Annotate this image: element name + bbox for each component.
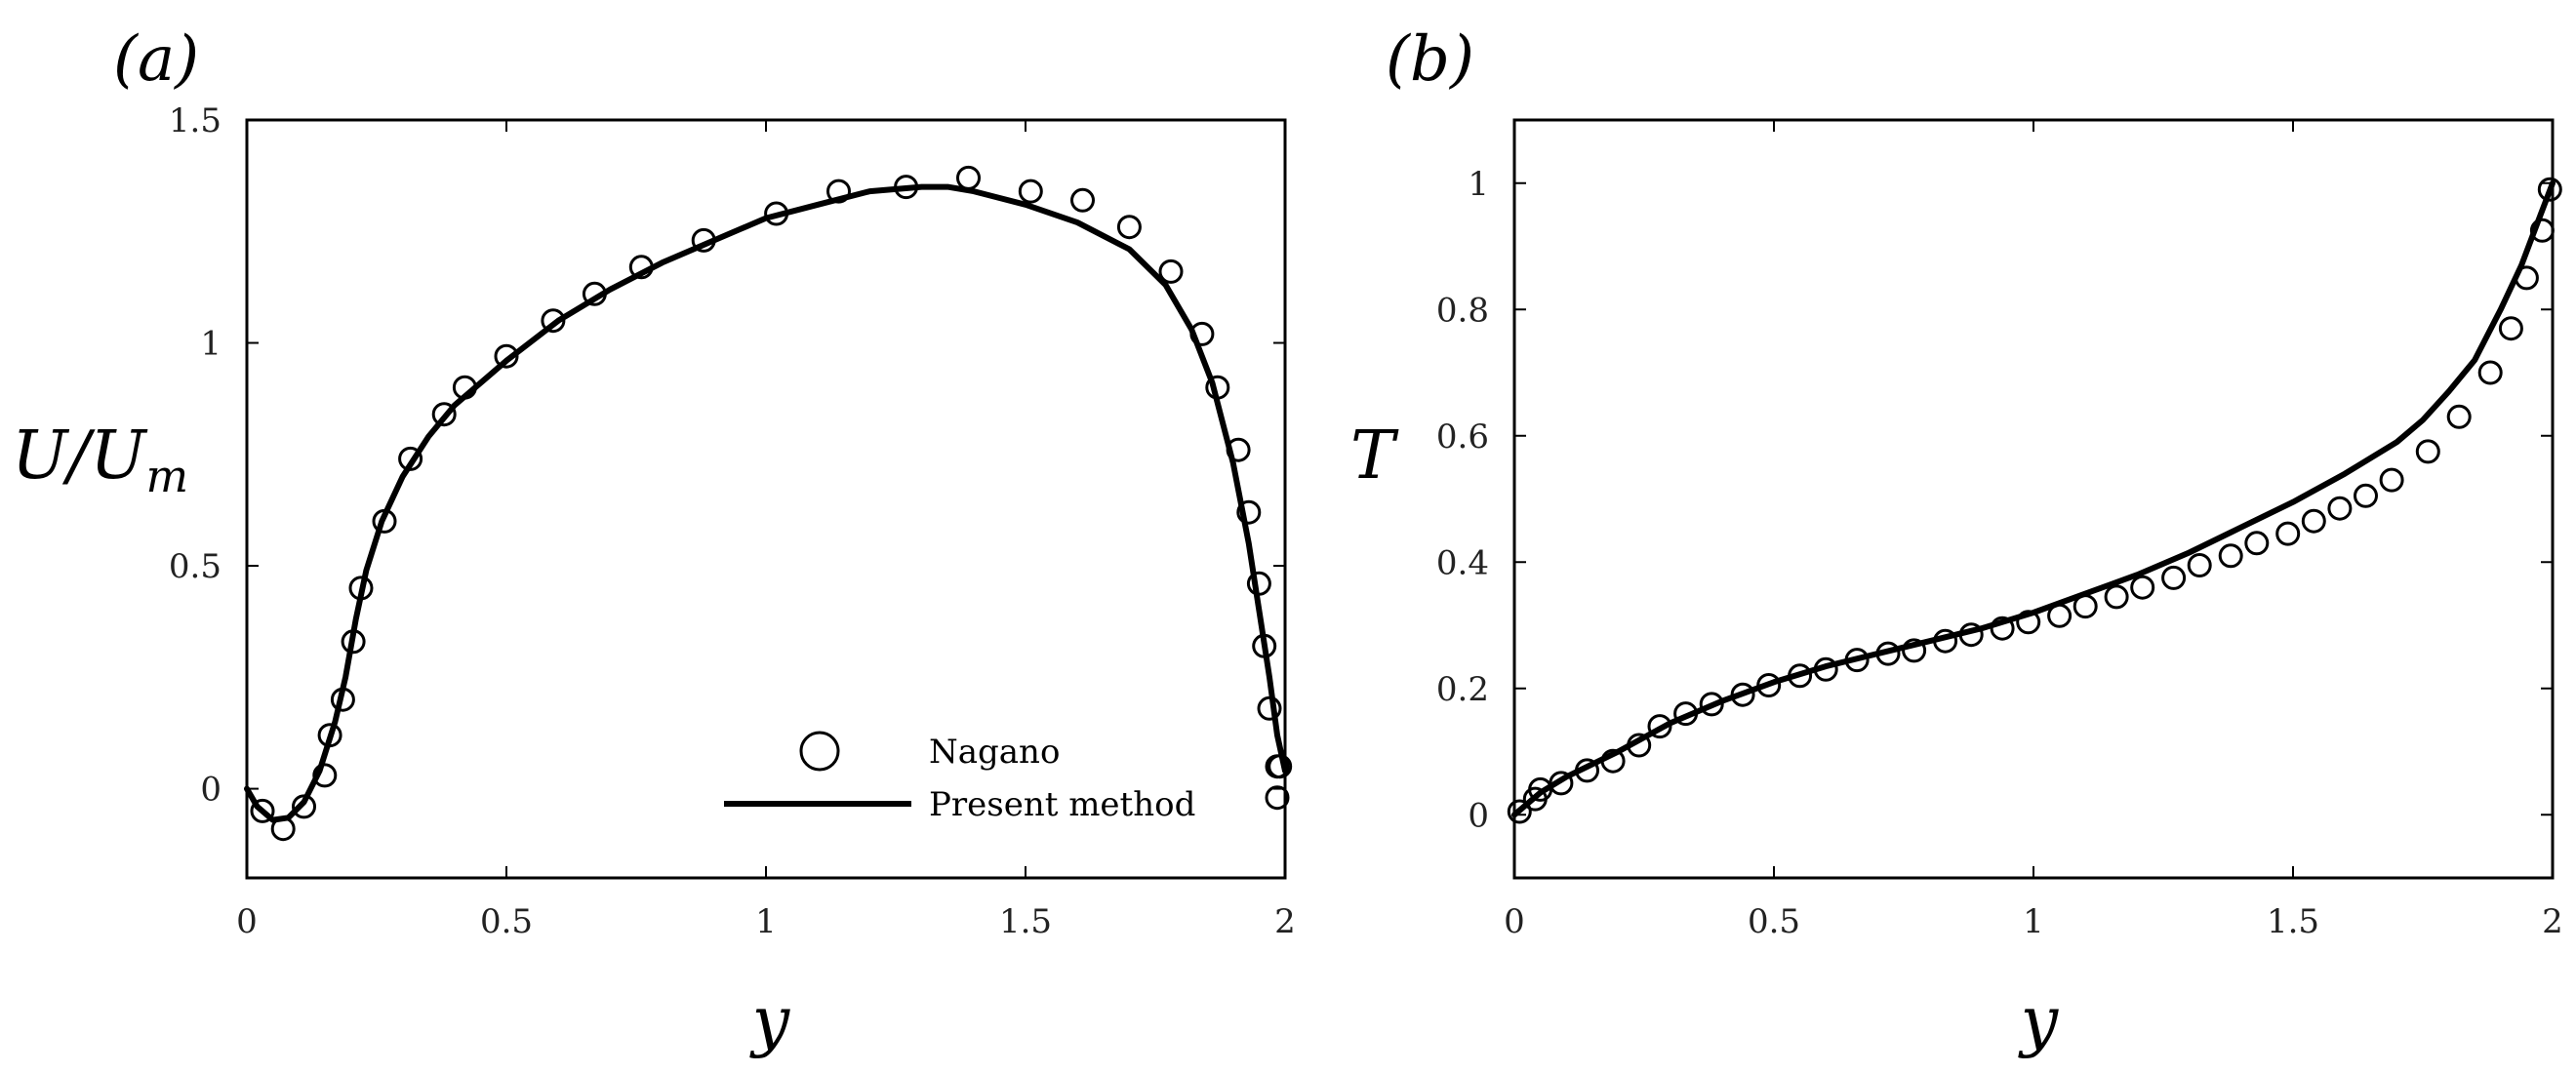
panel-b-ytick-label: 0.6 [1436,417,1489,457]
panel-a-marks [244,165,1293,842]
panel-a: (a) 0 0.5 1 1.5 2 0 0.5 1 1.5 y U/Um Nagano Pre… [12,23,1296,1060]
panel-a-data-point-nagano [1236,499,1262,525]
panel-b-xtick-label: 1 [2023,902,2044,941]
panel-a-xtick-label: 1 [755,902,777,941]
panel-a-ytick-label: 0 [200,771,221,810]
panel-a-x-ticks: 0 0.5 1 1.5 2 [236,120,1296,941]
panel-b-data-point-nagano [2415,439,2440,464]
panel-a-label: (a) [113,23,199,96]
panel-b-data-point-nagano [2354,483,2378,508]
panel-b-data-point-nagano [2498,316,2523,341]
legend-nagano-marker [799,731,840,772]
panel-b-xtick-label: 2 [2542,902,2563,941]
panel-b-data-point-nagano [2537,177,2562,202]
legend-present-method-label: Present method [929,785,1195,824]
panel-b-series-line-present-method [1511,179,2556,818]
panel-a-data-point-nagano [494,343,519,369]
panel-b-data-point-nagano [1902,638,1927,663]
panel-a-data-point-nagano [1018,179,1043,204]
panel-a-y-axis-label-main: U/U [12,417,148,495]
panel-b-data-point-nagano [2130,575,2155,600]
legend-nagano-label: Nagano [929,733,1060,772]
panel-a-legend: Nagano Present method [724,731,1195,824]
panel-b-ytick-label: 0.4 [1436,543,1489,582]
panel-a-ytick-label: 0.5 [169,547,221,586]
panel-b-data-point-nagano [2379,467,2404,493]
panel-a-ytick-label: 1.5 [169,101,221,140]
panel-a-data-point-nagano [250,798,275,823]
panel-a-data-point-nagano [1265,785,1290,811]
panel-a-y-axis-label: U/Um [12,417,188,502]
panel-b-data-point-nagano [2104,584,2129,610]
panel-b-data-point-nagano [2218,543,2243,569]
panel-b-data-point-nagano [1990,616,2015,641]
panel-b-data-point-nagano [2477,360,2503,385]
panel-b-data-point-nagano [2301,508,2326,534]
panel-a-axes-box [245,118,1287,880]
panel-a-xtick-label: 2 [1274,902,1296,941]
panel-b-data-point-nagano [2275,521,2301,546]
panel-b-x-ticks: 0 0.5 1 1.5 2 [1504,120,2563,941]
panel-a-xtick-label: 1.5 [999,902,1052,941]
panel-b-y-ticks: 0 0.2 0.4 0.6 0.8 1 [1436,165,2553,835]
panel-b-ytick-label: 0.2 [1436,670,1489,709]
panel-a-ytick-label: 1 [200,325,221,364]
panel-b-label: (b) [1386,23,1474,96]
panel-a-data-point-nagano [956,165,981,190]
panel-b-ytick-label: 0 [1468,796,1489,835]
panel-b-marks [1507,177,2562,824]
panel-b-data-point-nagano [2327,496,2353,521]
panel-b-data-point-nagano [2187,553,2212,577]
panel-b-y-axis-label: T [1350,417,1399,495]
panel-b-data-point-nagano [2446,404,2472,429]
panel-b-xtick-label: 0.5 [1748,902,1800,941]
panel-b-ytick-label: 1 [1468,165,1489,204]
panel-b-data-point-nagano [2244,531,2270,556]
panel-a-xtick-label: 0.5 [480,902,533,941]
panel-a-data-point-nagano [431,402,457,427]
panel-b: (b) 0 0.5 1 1.5 2 0 0.2 0.4 0.6 0.8 1 y T [1350,23,2563,1060]
panel-a-y-axis-label-sub: m [146,450,189,502]
panel-a-data-point-nagano [1158,258,1184,284]
panel-b-data-point-nagano [1699,692,1724,717]
panel-a-series-line-present-method [244,183,1288,823]
panel-b-x-axis-label: y [2018,983,2060,1060]
panel-a-data-point-nagano [1116,215,1142,240]
panel-a-y-ticks: 0 0.5 1 1.5 [169,101,1285,810]
panel-a-xtick-label: 0 [236,902,258,941]
panel-a-x-axis-label: y [749,983,791,1060]
panel-a-data-point-nagano [1070,187,1095,213]
panel-b-xtick-label: 1.5 [2267,902,2319,941]
panel-a-data-point-nagano [312,763,338,788]
panel-b-xtick-label: 0 [1504,902,1525,941]
panel-b-data-point-nagano [1507,799,1532,824]
panel-b-data-point-nagano [2161,565,2187,590]
panel-b-axes-box [1512,118,2555,880]
panel-b-ytick-label: 0.8 [1436,291,1489,330]
